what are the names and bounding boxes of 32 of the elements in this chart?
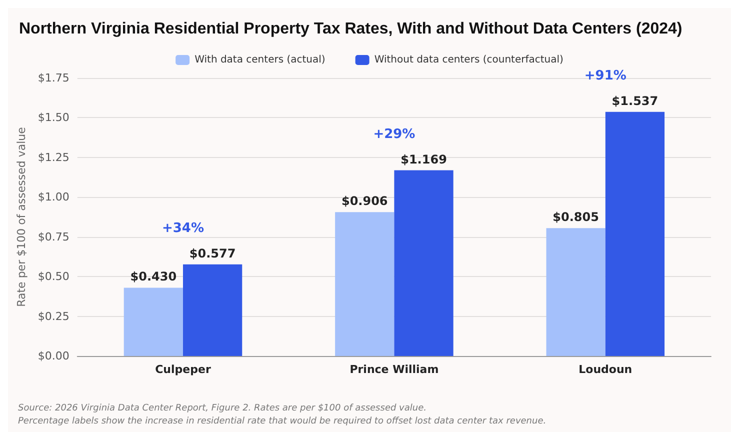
y-tick-label: $0.50 (38, 270, 70, 284)
y-tick-label: $0.00 (38, 350, 70, 362)
data-label: $0.805 (552, 210, 599, 224)
bar (182, 264, 242, 356)
y-tick-label: $1.75 (38, 72, 70, 84)
text: Percentage labels show the increase in residential rate that would be required to offset lost data center tax revenue. (18, 416, 546, 426)
chart-title: Northern Virginia Residential Property Tax Rates, With and Without Data Centers (2024) (19, 20, 682, 38)
y-axis-title: Rate per $100 of assessed value (15, 126, 28, 307)
y-tick-label: $1.00 (38, 190, 70, 204)
x-tick-label: Loudoun (578, 363, 632, 376)
data-label: $0.430 (130, 270, 177, 284)
bar (394, 170, 454, 356)
annotation: +34% (162, 220, 204, 236)
legend-label: Without data centers (counterfactual) (374, 54, 564, 66)
x-tick-label: Prince William (350, 363, 439, 376)
data-label: $1.537 (612, 94, 658, 108)
bar (335, 212, 394, 356)
bar (605, 112, 665, 356)
data-label: $0.577 (189, 246, 236, 260)
source-note: Source: 2026 Virginia Data Center Report, Figure 2. Rates are per $100 of assessed value. (18, 404, 426, 414)
bar (546, 228, 606, 356)
data-label: $0.906 (341, 194, 388, 208)
data-label: $1.169 (400, 152, 447, 166)
x-tick-label: Culpeper (155, 363, 212, 376)
y-tick-label: $0.25 (38, 310, 70, 323)
y-tick-label: $0.75 (38, 230, 70, 244)
y-tick-label: $1.50 (38, 111, 70, 124)
y-tick-label: $1.25 (38, 150, 70, 164)
annotation: +91% (584, 68, 626, 84)
annotation: +29% (373, 126, 416, 142)
bar (124, 288, 183, 356)
legend-label: With data centers (actual) (194, 54, 326, 66)
